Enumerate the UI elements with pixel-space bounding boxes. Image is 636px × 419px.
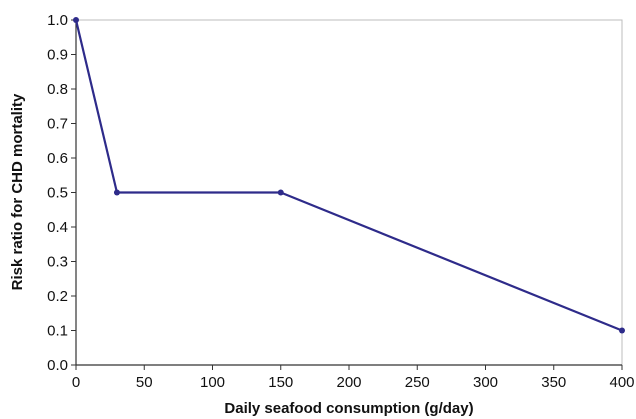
y-ticks: 0.0 0.1 0.2 0.3 0.4 0.5 0.6 0.7 0.8 0.9 1.0 [47, 12, 76, 374]
data-point [73, 17, 79, 23]
y-tick-label: 0.5 [47, 185, 68, 202]
y-tick-label: 0.8 [47, 81, 68, 98]
y-tick-label: 0.4 [47, 219, 68, 236]
x-tick-label: 100 [200, 374, 225, 391]
y-tick-label: 1.0 [47, 12, 68, 29]
y-axis-title: Risk ratio for CHD mortality [9, 93, 26, 290]
x-tick-label: 400 [609, 374, 634, 391]
x-axis-title: Daily seafood consumption (g/day) [224, 400, 473, 417]
y-tick-label: 0.7 [47, 116, 68, 133]
x-tick-label: 150 [268, 374, 293, 391]
y-tick-label: 0.9 [47, 47, 68, 64]
x-tick-label: 300 [473, 374, 498, 391]
y-tick-label: 0.2 [47, 288, 68, 305]
x-ticks: 0 50 100 150 200 250 300 350 400 [72, 365, 635, 391]
series-line [74, 19, 623, 332]
y-tick-label: 0.0 [47, 357, 68, 374]
y-tick-label: 0.3 [47, 254, 68, 271]
x-tick-label: 50 [136, 374, 153, 391]
x-tick-label: 250 [405, 374, 430, 391]
y-tick-label: 0.6 [47, 150, 68, 167]
data-point [277, 189, 284, 196]
x-tick-label: 0 [72, 374, 80, 391]
data-point [113, 189, 120, 196]
y-tick-label: 0.1 [47, 323, 68, 340]
series-group [73, 17, 625, 334]
data-point [619, 327, 625, 334]
x-tick-label: 350 [541, 374, 566, 391]
x-tick-label: 200 [336, 374, 361, 391]
